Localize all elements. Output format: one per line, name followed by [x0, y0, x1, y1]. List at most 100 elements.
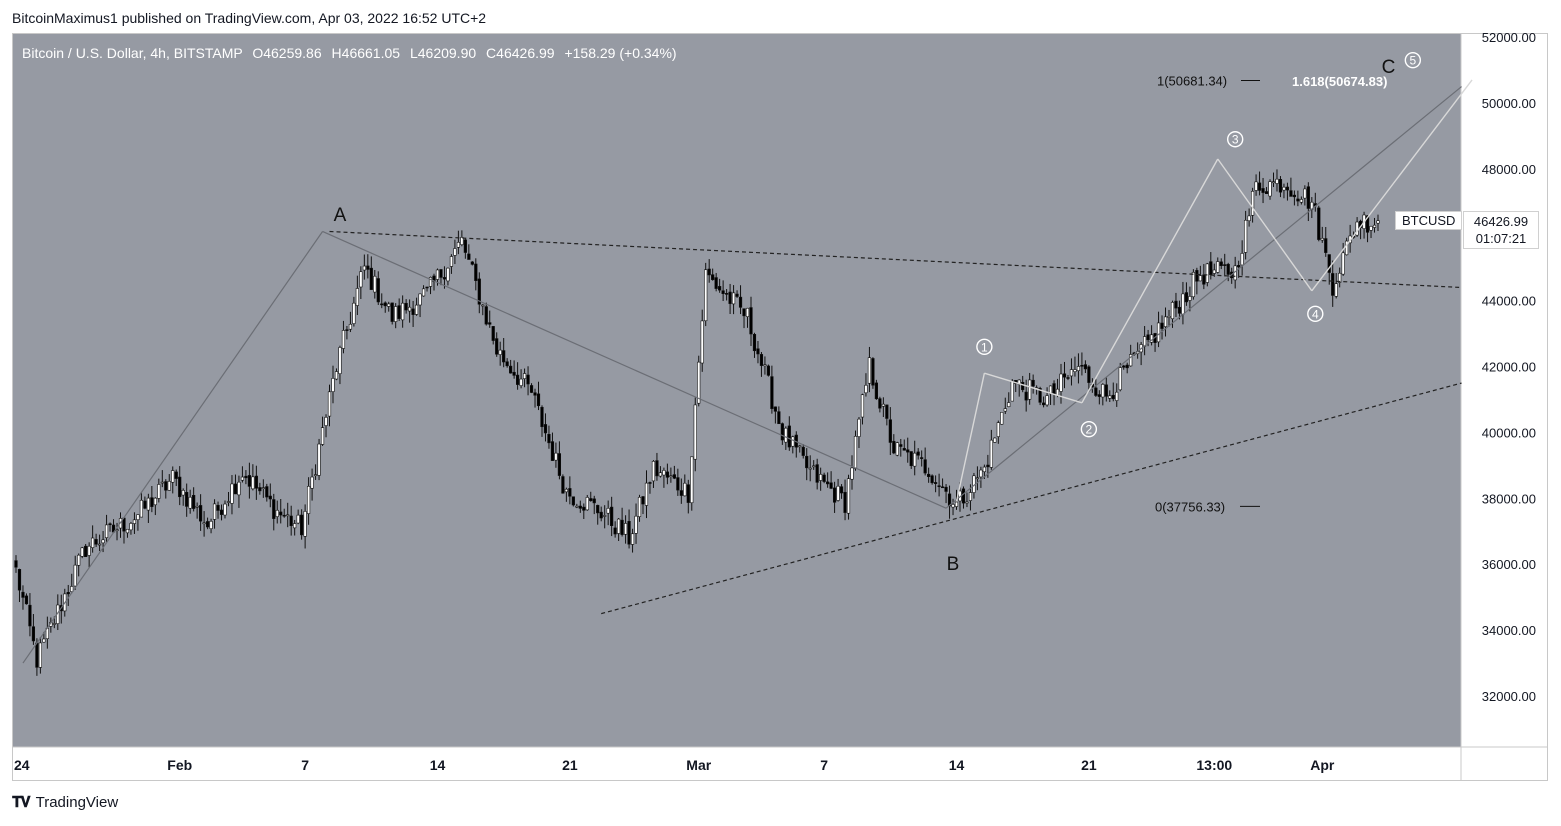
candle: [296, 509, 300, 525]
candle: [522, 368, 527, 388]
candle-down: [484, 306, 488, 325]
candle-up: [658, 472, 663, 477]
last-price-tag: 46426.99 01:07:21: [1463, 211, 1539, 249]
candle-up: [651, 461, 656, 482]
candle: [937, 473, 941, 497]
candle-up: [91, 537, 95, 548]
candle: [279, 498, 283, 524]
candle: [906, 437, 910, 463]
candle: [376, 271, 380, 305]
tradingview-logo[interactable]: 𝐓𝐕 TradingView: [12, 794, 118, 811]
candle-up: [784, 427, 788, 443]
candle-down: [543, 424, 548, 434]
candle-up: [1271, 181, 1276, 184]
candle: [1250, 187, 1255, 223]
time-axis-ticks: 24 Feb 7 14 21 Mar 7 14 21 13:00 Apr: [14, 757, 1335, 773]
candle-up: [449, 256, 454, 267]
candle: [307, 477, 311, 525]
candle: [484, 302, 488, 326]
candle: [188, 489, 192, 514]
candle: [700, 309, 704, 372]
candle-down: [1219, 261, 1223, 266]
candle: [874, 379, 878, 400]
currency-badge[interactable]: USD: [1487, 44, 1523, 60]
candle-up: [1118, 367, 1122, 391]
candle-down: [529, 385, 534, 393]
candle: [1282, 183, 1286, 199]
legend-low: 46209.90: [417, 45, 477, 61]
candle: [725, 289, 729, 301]
candle: [634, 503, 638, 544]
candle-down: [1226, 263, 1230, 275]
candle: [909, 451, 913, 469]
candle-down: [1223, 264, 1227, 266]
candle-up: [456, 242, 460, 248]
candle: [798, 444, 802, 453]
candle: [1041, 396, 1046, 408]
candle: [1024, 379, 1028, 412]
candle: [362, 254, 366, 280]
candle: [401, 295, 405, 328]
candle: [1365, 215, 1370, 243]
candle: [1292, 190, 1296, 206]
candle: [585, 494, 589, 511]
candle: [91, 525, 95, 553]
candle-up: [237, 481, 241, 496]
candle: [1264, 187, 1269, 194]
candle-up: [77, 554, 81, 566]
candle: [871, 357, 875, 389]
wave-circle: [976, 338, 993, 355]
candle: [383, 301, 387, 313]
candle: [714, 272, 718, 292]
candle: [676, 468, 680, 496]
candle-up: [630, 533, 635, 545]
candle: [390, 302, 394, 325]
candle: [759, 352, 764, 377]
candle: [1184, 282, 1189, 306]
candle: [21, 585, 25, 610]
candle-up: [331, 378, 335, 392]
candle: [777, 406, 781, 425]
candle-up: [522, 373, 527, 379]
candle: [923, 447, 927, 476]
candle-down: [1331, 273, 1335, 296]
candle-down: [1306, 186, 1310, 209]
candle: [460, 230, 464, 247]
candle: [1045, 387, 1049, 407]
candle: [819, 467, 823, 491]
candle-up: [850, 467, 854, 480]
candle-up: [226, 501, 231, 503]
time-tick-label: Apr: [1310, 757, 1335, 773]
time-tick-label: 14: [430, 757, 446, 773]
wave-a-line: [22, 231, 324, 664]
candle-down: [17, 569, 22, 591]
candle-down: [282, 514, 286, 517]
candle-down: [718, 286, 722, 291]
candle-down: [759, 354, 764, 366]
candle: [136, 514, 140, 531]
candle-down: [233, 483, 238, 495]
candle: [805, 448, 809, 481]
candle-down: [906, 449, 910, 453]
candle-down: [738, 296, 743, 308]
candle: [28, 593, 32, 637]
candle: [1115, 383, 1119, 407]
time-tick-label: Feb: [167, 757, 192, 773]
candle: [125, 528, 130, 538]
candle-up: [324, 417, 328, 426]
candle-up: [460, 237, 464, 245]
candle-down: [1289, 190, 1293, 197]
wave-circle: [1080, 420, 1098, 438]
candle-down: [505, 361, 509, 367]
candle-down: [596, 504, 600, 514]
candle-down: [1195, 270, 1199, 282]
candle: [1320, 226, 1324, 243]
candle: [498, 341, 502, 366]
candle-up: [982, 466, 986, 473]
candle: [348, 311, 353, 333]
candle-up: [644, 482, 649, 506]
candle-up: [167, 481, 171, 491]
candle-down: [930, 475, 934, 484]
candle-down: [871, 358, 875, 386]
